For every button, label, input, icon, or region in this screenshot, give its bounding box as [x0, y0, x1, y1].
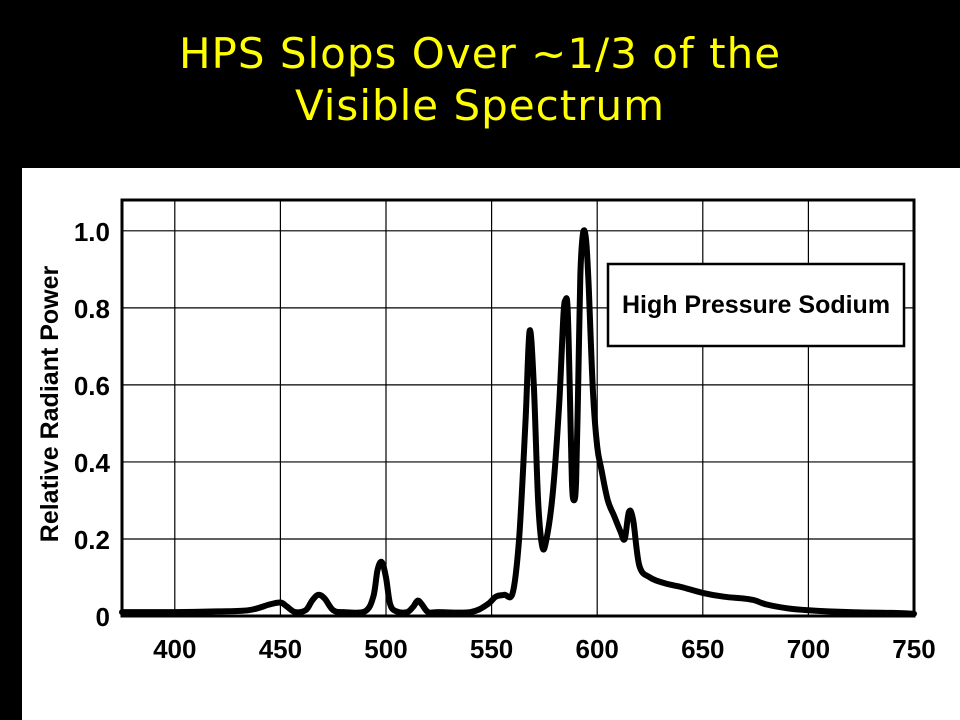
x-tick-labels: 400 450 500 550 600 650 700 750 — [153, 634, 936, 664]
x-tick-label: 700 — [787, 634, 830, 664]
legend-box — [606, 262, 906, 348]
y-tick-labels: 0 0.2 0.4 0.6 0.8 1.0 — [74, 217, 111, 632]
x-tick-label: 400 — [153, 634, 196, 664]
y-tick-label: 0.2 — [74, 525, 110, 555]
plot-frame — [120, 198, 916, 618]
y-tick-label: 0.4 — [74, 448, 111, 478]
x-tick-label: 750 — [892, 634, 935, 664]
x-tick-label: 450 — [259, 634, 302, 664]
y-tick-label: 0.8 — [74, 294, 110, 324]
legend-entry-high-pressure-sodium: High Pressure Sodium — [622, 291, 890, 319]
y-tick-label: 0 — [96, 602, 110, 632]
slide-title-line-2: Visible Spectrum — [294, 81, 666, 130]
y-tick-label: 1.0 — [74, 217, 110, 247]
spectrum-chart: 0 0.2 0.4 0.6 0.8 1.0 400 450 500 550 600 650 700 75… — [36, 198, 936, 664]
slide-title: HPS Slops Over ~1/3 of the Visible Spect… — [0, 28, 960, 132]
series-line-high-pressure-sodium — [119, 227, 917, 617]
x-tick-label: 550 — [470, 634, 513, 664]
x-tick-label: 600 — [576, 634, 619, 664]
x-tick-label: 500 — [364, 634, 407, 664]
legend: High Pressure Sodium — [606, 262, 906, 348]
x-tick-label: 650 — [681, 634, 724, 664]
y-axis-label: Relative Radiant Power — [36, 265, 64, 542]
chart-panel: 0 0.2 0.4 0.6 0.8 1.0 400 450 500 550 600 650 700 75… — [22, 168, 960, 720]
y-tick-label: 0.6 — [74, 371, 110, 401]
slide-title-line-1: HPS Slops Over ~1/3 of the — [178, 29, 782, 78]
